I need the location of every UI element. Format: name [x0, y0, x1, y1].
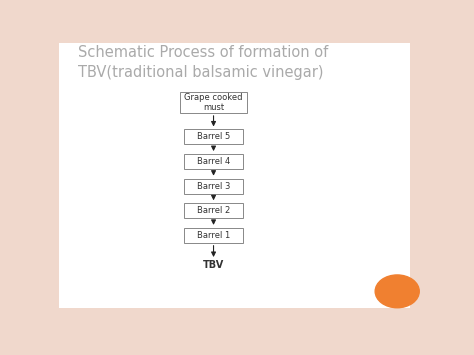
Text: Grape cooked
must: Grape cooked must [184, 93, 243, 113]
FancyBboxPatch shape [59, 43, 410, 308]
Text: Schematic Process of formation of: Schematic Process of formation of [78, 45, 328, 60]
Text: TBV: TBV [203, 260, 224, 271]
Text: TBV(traditional balsamic vinegar): TBV(traditional balsamic vinegar) [78, 65, 323, 80]
FancyBboxPatch shape [184, 179, 243, 193]
Text: Barrel 1: Barrel 1 [197, 231, 230, 240]
FancyBboxPatch shape [184, 129, 243, 144]
Text: Barrel 3: Barrel 3 [197, 182, 230, 191]
FancyBboxPatch shape [184, 228, 243, 243]
Text: Barrel 2: Barrel 2 [197, 206, 230, 215]
Text: Barrel 4: Barrel 4 [197, 157, 230, 166]
FancyBboxPatch shape [184, 154, 243, 169]
FancyBboxPatch shape [184, 203, 243, 218]
FancyBboxPatch shape [181, 93, 246, 113]
Text: Barrel 5: Barrel 5 [197, 132, 230, 141]
Circle shape [375, 275, 419, 308]
